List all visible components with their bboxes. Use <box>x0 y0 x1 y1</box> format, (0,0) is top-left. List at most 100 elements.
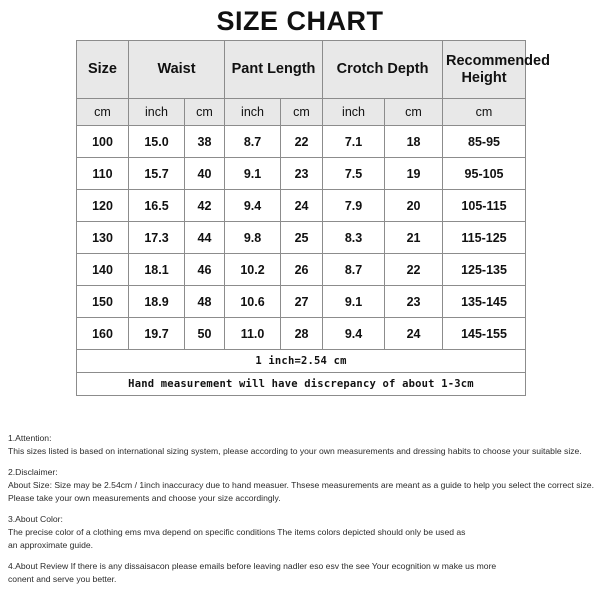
note-disclaimer: 2.Disclaimer: About Size: Size may be 2.… <box>8 466 596 506</box>
cell-recommended-height: 125-135 <box>442 253 527 286</box>
note-about-review: 4.About Review If there is any dissaisac… <box>8 560 596 587</box>
cell-size: 130 <box>76 221 129 254</box>
note-attention: 1.Attention: This sizes listed is based … <box>8 432 596 459</box>
cell-waist-cm: 42 <box>183 189 226 222</box>
cell-pant-length-cm: 27 <box>280 285 324 318</box>
cell-waist-inch: 17.3 <box>128 221 185 254</box>
discrepancy-note: Hand measurement will have discrepancy o… <box>75 372 527 396</box>
cell-waist-cm: 44 <box>183 221 226 254</box>
cell-pant-length-inch: 8.7 <box>224 125 282 158</box>
cell-waist-cm: 46 <box>183 253 226 286</box>
cell-crotch-depth-inch: 9.4 <box>322 317 386 350</box>
cell-waist-inch: 19.7 <box>128 317 185 350</box>
unit-cell: cm <box>76 98 129 126</box>
cell-waist-cm: 48 <box>183 285 226 318</box>
size-table-container: Size Waist Pant Length Crotch Depth Reco… <box>75 40 550 396</box>
cell-size: 140 <box>76 253 129 286</box>
cell-waist-inch: 15.0 <box>128 125 185 158</box>
cell-size: 160 <box>76 317 129 350</box>
cell-crotch-depth-cm: 21 <box>384 221 444 254</box>
cell-size: 120 <box>76 189 129 222</box>
table-discrepancy-note-row: Hand measurement will have discrepancy o… <box>75 372 527 396</box>
cell-waist-inch: 16.5 <box>128 189 185 222</box>
cell-waist-inch: 18.9 <box>128 285 185 318</box>
note-disclaimer-line-2: Please take your own measurements and ch… <box>8 493 281 504</box>
cell-recommended-height: 115-125 <box>442 221 527 254</box>
cell-crotch-depth-inch: 8.7 <box>322 253 386 286</box>
cell-recommended-height: 135-145 <box>442 285 527 318</box>
cell-pant-length-inch: 11.0 <box>224 317 282 350</box>
cell-crotch-depth-cm: 18 <box>384 125 444 158</box>
column-header-pant-length: Pant Length <box>224 40 324 99</box>
cell-size: 110 <box>76 157 129 190</box>
table-body: 100 15.0 38 8.7 22 7.1 18 85-95 110 15.7… <box>75 125 527 396</box>
cell-waist-inch: 18.1 <box>128 253 185 286</box>
cell-pant-length-cm: 24 <box>280 189 324 222</box>
unit-cell: cm <box>280 98 324 126</box>
note-about-review-line-2: conent and serve you better. <box>8 573 117 584</box>
cell-pant-length-inch: 10.2 <box>224 253 282 286</box>
cell-waist-inch: 15.7 <box>128 157 185 190</box>
cell-recommended-height: 95-105 <box>442 157 527 190</box>
cell-pant-length-inch: 9.4 <box>224 189 282 222</box>
cell-waist-cm: 40 <box>183 157 226 190</box>
table-row: 130 17.3 44 9.8 25 8.3 21 115-125 <box>76 221 527 254</box>
cell-crotch-depth-inch: 7.9 <box>322 189 386 222</box>
table-row: 100 15.0 38 8.7 22 7.1 18 85-95 <box>76 125 527 158</box>
unit-cell: inch <box>224 98 282 126</box>
unit-cell: inch <box>322 98 386 126</box>
column-header-crotch-depth: Crotch Depth <box>322 40 444 99</box>
unit-cell: cm <box>384 98 444 126</box>
note-about-color-line-1: The precise color of a clothing ems mva … <box>8 526 466 537</box>
column-header-recommended-height: Recommended Height <box>442 40 550 99</box>
table-row: 150 18.9 48 10.6 27 9.1 23 135-145 <box>76 285 527 318</box>
note-attention-heading: 1.Attention: <box>8 433 52 443</box>
table-header: Size Waist Pant Length Crotch Depth Reco… <box>76 40 550 126</box>
cell-pant-length-cm: 28 <box>280 317 324 350</box>
column-header-size: Size <box>76 40 129 99</box>
cell-recommended-height: 145-155 <box>442 317 527 350</box>
cell-pant-length-cm: 22 <box>280 125 324 158</box>
conversion-note: 1 inch=2.54 cm <box>75 349 527 373</box>
cell-waist-cm: 38 <box>183 125 226 158</box>
note-about-color: 3.About Color: The precise color of a cl… <box>8 513 596 553</box>
note-disclaimer-line-1: About Size: Size may be 2.54cm / 1inch i… <box>8 479 594 490</box>
cell-crotch-depth-cm: 23 <box>384 285 444 318</box>
cell-recommended-height: 85-95 <box>442 125 527 158</box>
unit-cell: inch <box>128 98 185 126</box>
cell-pant-length-inch: 9.8 <box>224 221 282 254</box>
cell-pant-length-inch: 10.6 <box>224 285 282 318</box>
table-conversion-note-row: 1 inch=2.54 cm <box>75 349 527 373</box>
cell-pant-length-cm: 26 <box>280 253 324 286</box>
table-row: 140 18.1 46 10.2 26 8.7 22 125-135 <box>76 253 527 286</box>
table-row: 160 19.7 50 11.0 28 9.4 24 145-155 <box>76 317 527 350</box>
cell-pant-length-inch: 9.1 <box>224 157 282 190</box>
note-attention-line-1: This sizes listed is based on internatio… <box>8 446 582 457</box>
size-table: Size Waist Pant Length Crotch Depth Reco… <box>75 40 550 396</box>
table-row: 120 16.5 42 9.4 24 7.9 20 105-115 <box>76 189 527 222</box>
note-about-review-line-1: 4.About Review If there is any dissaisac… <box>8 560 497 571</box>
cell-size: 150 <box>76 285 129 318</box>
notes-section: 1.Attention: This sizes listed is based … <box>8 432 596 586</box>
cell-waist-cm: 50 <box>183 317 226 350</box>
note-disclaimer-heading: 2.Disclaimer: <box>8 466 58 477</box>
page-title: SIZE CHART <box>216 6 384 36</box>
note-about-color-line-2: an approximate guide. <box>8 540 94 551</box>
note-about-color-heading: 3.About Color: <box>8 513 63 524</box>
cell-crotch-depth-cm: 24 <box>384 317 444 350</box>
unit-cell: cm <box>442 98 527 126</box>
cell-crotch-depth-inch: 7.5 <box>322 157 386 190</box>
cell-pant-length-cm: 25 <box>280 221 324 254</box>
table-unit-row: cm inch cm inch cm inch cm cm <box>76 98 527 126</box>
cell-crotch-depth-cm: 22 <box>384 253 444 286</box>
cell-crotch-depth-inch: 7.1 <box>322 125 386 158</box>
column-header-waist: Waist <box>127 40 226 99</box>
cell-crotch-depth-cm: 20 <box>384 189 444 222</box>
cell-crotch-depth-inch: 9.1 <box>322 285 386 318</box>
cell-crotch-depth-inch: 8.3 <box>322 221 386 254</box>
table-header-row: Size Waist Pant Length Crotch Depth Reco… <box>76 40 550 99</box>
table-row: 110 15.7 40 9.1 23 7.5 19 95-105 <box>76 157 527 190</box>
cell-recommended-height: 105-115 <box>442 189 527 222</box>
cell-size: 100 <box>76 125 129 158</box>
